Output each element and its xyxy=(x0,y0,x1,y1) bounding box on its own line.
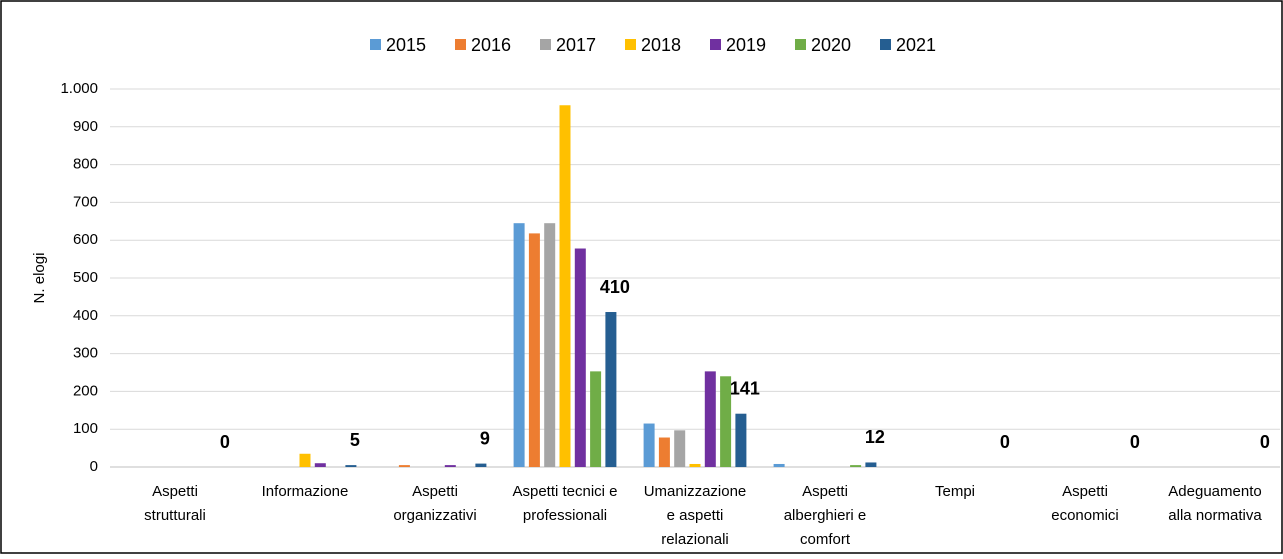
bar xyxy=(574,248,586,467)
x-tick-label: alla normativa xyxy=(1168,507,1262,524)
x-tick-label: Aspetti xyxy=(412,483,458,500)
bar xyxy=(345,465,357,467)
x-tick-label: organizzativi xyxy=(393,507,476,524)
y-tick-label: 600 xyxy=(73,231,98,248)
x-tick-label: Aspetti xyxy=(1062,483,1108,500)
legend-swatch xyxy=(625,39,636,50)
y-tick-label: 400 xyxy=(73,307,98,324)
legend-swatch xyxy=(880,39,891,50)
bar xyxy=(475,463,487,467)
bar xyxy=(605,312,617,467)
bar xyxy=(674,430,686,467)
data-label: 12 xyxy=(865,427,885,447)
x-tick-label: Aspetti tecnici e xyxy=(512,483,617,500)
legend-swatch xyxy=(370,39,381,50)
bar xyxy=(850,465,862,467)
y-tick-label: 900 xyxy=(73,118,98,135)
bar xyxy=(299,453,311,467)
x-tick-label: economici xyxy=(1051,507,1119,524)
bar xyxy=(559,105,571,467)
y-tick-label: 100 xyxy=(73,420,98,437)
bar xyxy=(590,371,602,467)
x-tick-label: Umanizzazione xyxy=(644,483,747,500)
y-tick-label: 0 xyxy=(90,458,98,475)
bar xyxy=(444,465,456,467)
bar xyxy=(735,413,747,467)
y-tick-label: 300 xyxy=(73,345,98,362)
bar xyxy=(398,465,410,467)
y-tick-label: 1.000 xyxy=(60,80,98,97)
x-tick-label: strutturali xyxy=(144,507,206,524)
y-tick-label: 800 xyxy=(73,156,98,173)
x-tick-label: Aspetti xyxy=(802,483,848,500)
bar xyxy=(513,223,525,467)
legend-label: 2021 xyxy=(896,35,936,55)
bar xyxy=(720,376,732,467)
legend-label: 2018 xyxy=(641,35,681,55)
x-tick-label: relazionali xyxy=(661,531,729,548)
legend-swatch xyxy=(795,39,806,50)
data-label: 410 xyxy=(600,277,630,297)
x-tick-label: e aspetti xyxy=(667,507,724,524)
legend-label: 2016 xyxy=(471,35,511,55)
bar xyxy=(314,463,326,467)
y-tick-label: 700 xyxy=(73,193,98,210)
bar xyxy=(658,437,670,467)
legend-swatch xyxy=(540,39,551,50)
data-label: 0 xyxy=(1130,432,1140,452)
bar xyxy=(689,463,701,467)
legend-label: 2019 xyxy=(726,35,766,55)
data-label: 5 xyxy=(350,430,360,450)
x-tick-label: Tempi xyxy=(935,483,975,500)
data-label: 9 xyxy=(480,428,490,448)
y-tick-label: 200 xyxy=(73,382,98,399)
legend-swatch xyxy=(455,39,466,50)
bar xyxy=(773,463,785,467)
x-tick-label: Aspetti xyxy=(152,483,198,500)
x-tick-label: professionali xyxy=(523,507,607,524)
data-label: 0 xyxy=(1000,432,1010,452)
bar xyxy=(865,462,877,467)
legend-swatch xyxy=(710,39,721,50)
x-tick-label: comfort xyxy=(800,531,851,548)
y-tick-label: 500 xyxy=(73,269,98,286)
data-label: 0 xyxy=(1260,432,1270,452)
bar xyxy=(704,371,716,467)
legend-label: 2017 xyxy=(556,35,596,55)
legend-label: 2020 xyxy=(811,35,851,55)
x-tick-label: Adeguamento xyxy=(1168,483,1261,500)
data-label: 0 xyxy=(220,432,230,452)
legend-label: 2015 xyxy=(386,35,426,55)
x-tick-label: Informazione xyxy=(262,483,349,500)
y-axis-label: N. elogi xyxy=(31,253,48,304)
x-tick-label: alberghieri e xyxy=(784,507,867,524)
bar xyxy=(528,233,540,467)
bar xyxy=(643,423,655,467)
data-label: 141 xyxy=(730,378,760,398)
bar xyxy=(544,223,556,467)
